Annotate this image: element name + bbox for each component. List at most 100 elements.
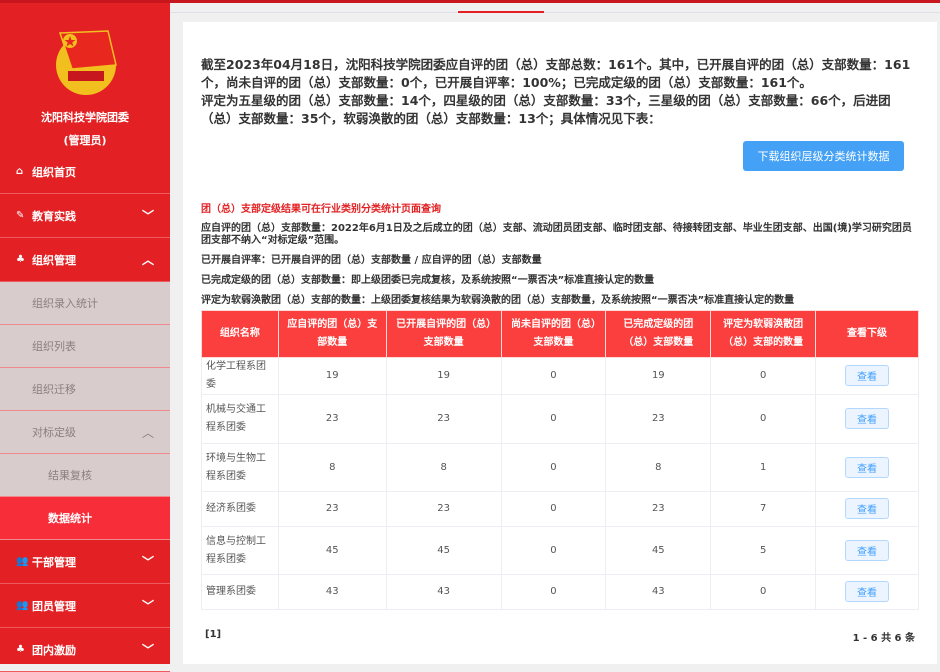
menu-org-home[interactable]: ⌂ 组织首页 (0, 150, 170, 194)
summary: 截至2023年04月18日，沈阳科技学院团委应自评的团（总）支部总数：161个。… (201, 56, 921, 128)
menu-label: 组织管理 (32, 253, 76, 267)
edit-icon: ✎ (16, 210, 25, 221)
view-button[interactable]: 查看 (845, 581, 890, 602)
count-cell: 19 (277, 357, 387, 395)
menu-label: 组织首页 (32, 165, 76, 179)
count-cell: 8 (385, 443, 502, 492)
org-name-cell: 环境与生物工程系团委 (201, 443, 279, 492)
download-stats-button[interactable]: 下载组织层级分类统计数据 (743, 141, 904, 171)
org-name-cell: 信息与控制工程系团委 (201, 526, 279, 575)
count-cell: 0 (500, 443, 607, 492)
column-header: 评定为软弱涣散团（总）支部的数量 (710, 310, 817, 358)
org-name-cell: 经济系团委 (201, 491, 279, 527)
count-cell: 23 (277, 491, 387, 527)
menu-org-entry-stats[interactable]: 组织录入统计 (0, 282, 170, 325)
pagination[interactable]: [1] (205, 629, 222, 640)
count-cell: 43 (277, 574, 387, 610)
chevron-down-icon: ﹀ (141, 555, 154, 569)
record-count: 1 - 6 共 6 条 (852, 633, 915, 644)
view-button[interactable]: 查看 (845, 408, 890, 429)
count-cell: 7 (710, 491, 817, 527)
view-button[interactable]: 查看 (845, 539, 890, 561)
action-cell: 查看 (815, 357, 919, 395)
menu-label: 组织录入统计 (32, 297, 98, 310)
menu-label: 团内激励 (32, 643, 76, 657)
count-cell: 0 (500, 526, 607, 575)
count-cell: 45 (605, 526, 712, 575)
menu-org-management[interactable]: ♣ 组织管理 ︿ (0, 238, 170, 282)
content-card: 截至2023年04月18日，沈阳科技学院团委应自评的团（总）支部总数：161个。… (183, 22, 937, 664)
action-cell: 查看 (815, 526, 919, 575)
count-cell: 45 (385, 526, 502, 575)
sitemap-icon: ♣ (16, 254, 25, 265)
count-cell: 8 (277, 443, 387, 492)
count-cell: 19 (385, 357, 502, 395)
column-header: 组织名称 (201, 310, 279, 358)
view-button[interactable]: 查看 (845, 498, 890, 519)
note: 已开展自评率：已开展自评的团（总）支部数量 / 应自评的团（总）支部数量 (201, 255, 542, 266)
chevron-up-icon: ︿ (141, 426, 154, 440)
summary-line: 截至2023年04月18日，沈阳科技学院团委应自评的团（总）支部总数：161个。… (201, 57, 911, 90)
summary-line: 评定为五星级的团（总）支部数量：14个，四星级的团（总）支部数量：33个，三星级… (201, 93, 891, 126)
home-icon: ⌂ (16, 166, 24, 177)
menu-result-review[interactable]: 结果复核 (0, 454, 170, 497)
column-header: 已完成定级的团（总）支部数量 (605, 310, 712, 358)
sitemap-icon: ♣ (16, 644, 25, 655)
note: 评定为软弱涣散团（总）支部的数量：上级团委复核结果为软弱涣散的团（总）支部数量，… (201, 295, 795, 306)
column-header: 应自评的团（总）支部数量 (277, 310, 387, 358)
count-cell: 43 (385, 574, 502, 610)
table-row: 管理系团委 43 43 0 43 0 查看 (201, 574, 919, 610)
active-tab-indicator[interactable] (458, 11, 544, 13)
menu-incentives[interactable]: ♣ 团内激励 ﹀ (0, 628, 170, 672)
count-cell: 0 (710, 574, 817, 610)
count-cell: 23 (385, 394, 502, 444)
count-cell: 8 (605, 443, 712, 492)
menu-cadre-management[interactable]: 👥 干部管理 ﹀ (0, 540, 170, 584)
chevron-down-icon: ﹀ (141, 209, 154, 223)
count-cell: 0 (500, 491, 607, 527)
menu-org-migrate[interactable]: 组织迁移 (0, 368, 170, 411)
table-row: 化学工程系团委 19 19 0 19 0 查看 (201, 357, 919, 395)
menu-label: 数据统计 (48, 512, 92, 525)
menu-label: 组织列表 (32, 340, 76, 353)
chevron-down-icon: ﹀ (141, 643, 154, 657)
org-name-cell: 化学工程系团委 (201, 357, 279, 395)
count-cell: 5 (710, 526, 817, 575)
count-cell: 0 (710, 357, 817, 395)
chevron-up-icon: ︿ (141, 253, 154, 267)
count-cell: 23 (385, 491, 502, 527)
action-cell: 查看 (815, 394, 919, 444)
action-cell: 查看 (815, 574, 919, 610)
menu-education[interactable]: ✎ 教育实践 ﹀ (0, 194, 170, 238)
count-cell: 0 (500, 574, 607, 610)
menu-member-management[interactable]: 👥 团员管理 ﹀ (0, 584, 170, 628)
count-cell: 0 (500, 394, 607, 444)
menu-benchmark-grading[interactable]: 对标定级 ︿ (0, 411, 170, 454)
view-button[interactable]: 查看 (845, 456, 890, 478)
menu-label: 教育实践 (32, 209, 76, 223)
chevron-down-icon: ﹀ (141, 599, 154, 613)
column-header: 查看下级 (815, 310, 919, 358)
count-cell: 23 (277, 394, 387, 444)
action-cell: 查看 (815, 491, 919, 527)
youth-league-logo (56, 30, 117, 95)
menu-label: 组织迁移 (32, 383, 76, 396)
menu-data-stats[interactable]: 数据统计 (0, 497, 170, 540)
top-bar (0, 0, 940, 3)
sidebar: 沈阳科技学院团委 (管理员) ⌂ 组织首页 ✎ 教育实践 ﹀ ♣ 组织管理 ︿ 组织录入统… (0, 3, 170, 672)
users-icon: 👥 (16, 600, 29, 611)
note: 已完成定级的团（总）支部数量：即上级团委已完成复核，及系统按照“一票否决”标准直… (201, 275, 655, 286)
table-row: 信息与控制工程系团委 45 45 0 45 5 查看 (201, 526, 919, 575)
menu-label: 干部管理 (32, 555, 76, 569)
count-cell: 0 (710, 394, 817, 444)
menu-label: 结果复核 (48, 469, 92, 482)
view-button[interactable]: 查看 (845, 365, 890, 386)
count-cell: 23 (605, 491, 712, 527)
column-header: 尚未自评的团（总）支部数量 (500, 310, 607, 358)
menu-org-list[interactable]: 组织列表 (0, 325, 170, 368)
table-row: 环境与生物工程系团委 8 8 0 8 1 查看 (201, 443, 919, 492)
count-cell: 1 (710, 443, 817, 492)
count-cell: 45 (277, 526, 387, 575)
count-cell: 43 (605, 574, 712, 610)
role-label: (管理员) (63, 134, 107, 147)
